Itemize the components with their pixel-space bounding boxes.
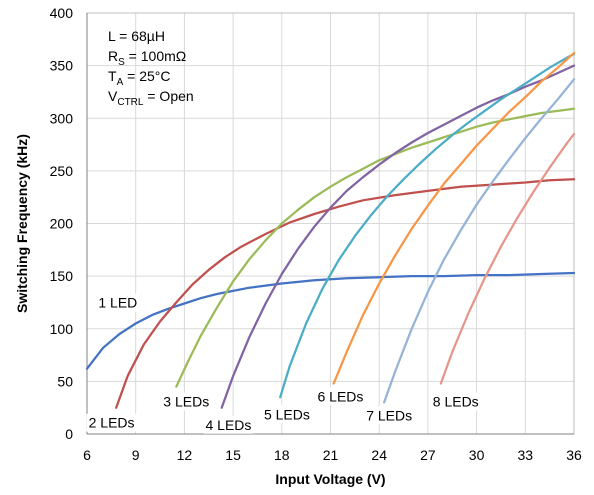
series-label-background: [364, 406, 415, 425]
series-line-2-leds: [115, 178, 576, 409]
condition-annotation: RS = 100mΩ: [108, 48, 186, 68]
series-label: 4 LEDs: [206, 417, 252, 433]
condition-annotation: TA = 25°C: [108, 68, 170, 88]
series-line-5-leds: [279, 52, 576, 399]
series-label-background: [315, 387, 366, 406]
series-line-8-leds: [439, 132, 576, 385]
y-tick-label: 100: [50, 321, 74, 337]
x-tick-label: 9: [132, 447, 140, 463]
series-label-background: [96, 293, 140, 312]
series-label: 6 LEDs: [318, 388, 364, 404]
x-tick-label: 21: [323, 447, 339, 463]
series-line-3-leds: [175, 107, 576, 388]
y-tick-labels: 0 50 100 150 200 250 300 350 400: [50, 5, 74, 442]
x-tick-label: 30: [469, 447, 485, 463]
series-label: 8 LEDs: [433, 394, 479, 410]
series-label: 1 LED: [98, 295, 137, 311]
x-axis-title: Input Voltage (V): [275, 471, 385, 487]
x-tick-label: 6: [83, 447, 91, 463]
x-tick-label: 15: [225, 447, 241, 463]
x-tick-label: 33: [518, 447, 534, 463]
condition-annotation: VCTRL = Open: [108, 88, 194, 108]
y-tick-label: 0: [65, 426, 73, 442]
series-line-6-leds: [332, 51, 576, 385]
series-label-background: [430, 392, 481, 411]
series-label: 7 LEDs: [366, 407, 412, 423]
y-axis-title: Switching Frequency (kHz): [14, 134, 30, 313]
y-tick-label: 350: [50, 58, 74, 74]
x-tick-labels: 6 9 12 15 18 21 24 27 30 33 36: [83, 447, 582, 463]
y-tick-label: 200: [50, 216, 74, 232]
y-tick-label: 300: [50, 110, 74, 126]
y-tick-label: 250: [50, 163, 74, 179]
series-label-background: [203, 415, 254, 434]
series-label-background: [86, 413, 137, 432]
series-label: 3 LEDs: [163, 394, 209, 410]
series-label: 2 LEDs: [89, 415, 135, 431]
x-tick-label: 27: [420, 447, 436, 463]
y-tick-label: 50: [57, 373, 73, 389]
x-tick-label: 12: [177, 447, 193, 463]
series-line-7-leds: [382, 78, 576, 404]
series-label-background: [161, 392, 212, 411]
series-group: [85, 51, 576, 409]
plot-border: [86, 12, 575, 435]
x-tick-label: 24: [371, 447, 387, 463]
y-tick-label: 400: [50, 5, 74, 21]
series-line-1-led: [85, 271, 576, 370]
y-tick-label: 150: [50, 268, 74, 284]
x-tick-label: 36: [566, 447, 582, 463]
series-label-background: [261, 405, 312, 424]
condition-annotation: L = 68µH: [108, 28, 165, 44]
series-label: 5 LEDs: [264, 406, 310, 422]
x-tick-label: 18: [274, 447, 290, 463]
